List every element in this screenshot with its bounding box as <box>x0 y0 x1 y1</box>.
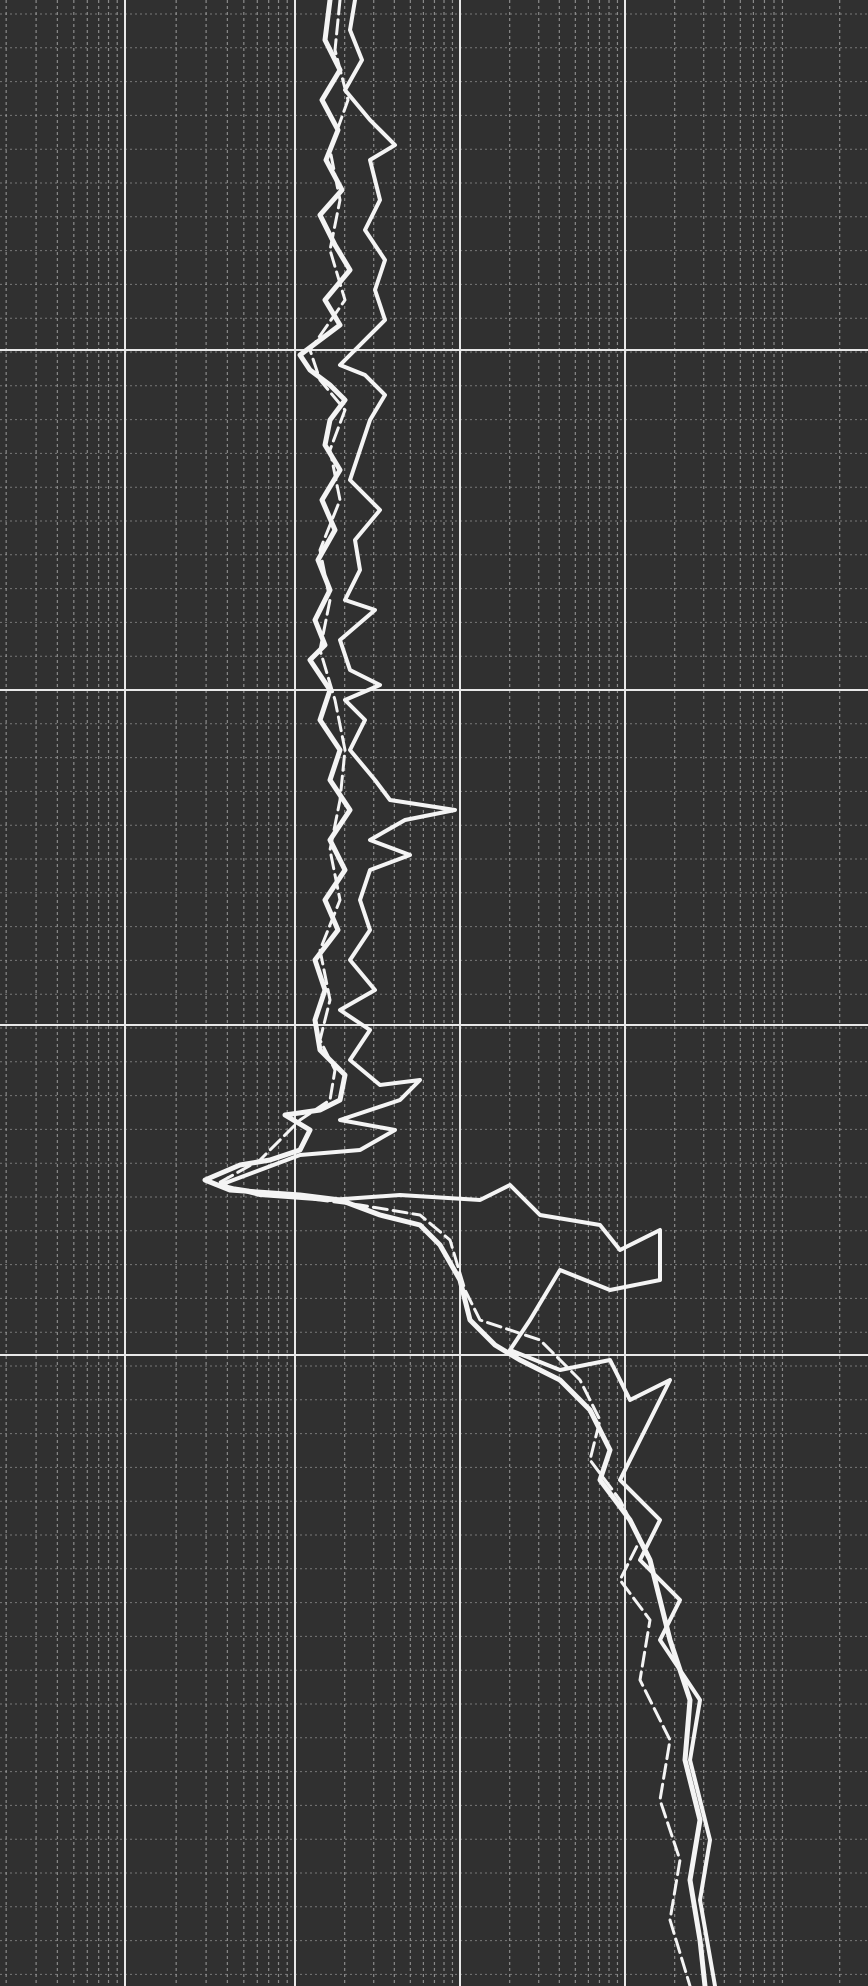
trace-right <box>218 0 717 1986</box>
trace-dashed <box>213 0 692 1986</box>
traces <box>202 0 717 1986</box>
trace-main <box>202 0 708 1986</box>
